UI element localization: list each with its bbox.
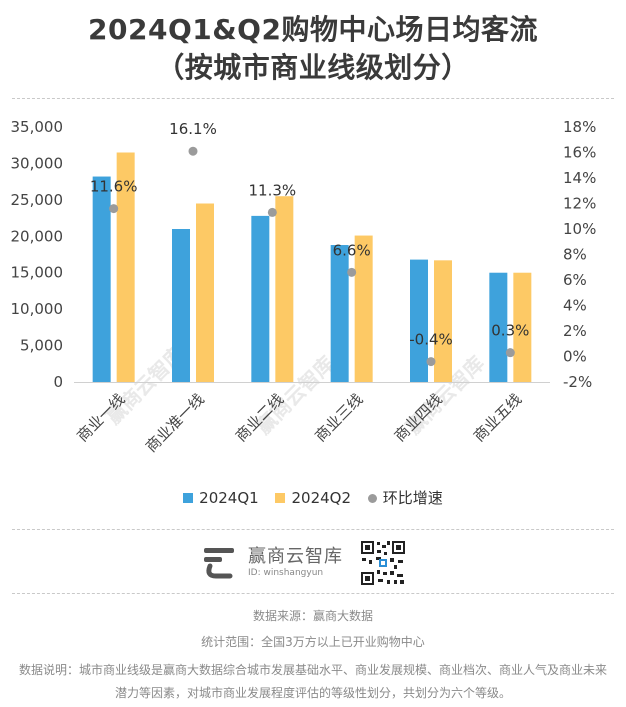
y-left-tick-label: 35,000 [11, 118, 64, 136]
y-left-tick-label: 10,000 [11, 300, 64, 318]
y-right-tick-label: 12% [563, 195, 596, 213]
brand-logo-icon [204, 548, 234, 579]
growth-data-label-1: 16.1% [169, 120, 217, 138]
growth-data-label-2: 11.3% [249, 181, 297, 199]
y-right-tick-label: 14% [563, 169, 596, 187]
bottom-divider [12, 593, 614, 594]
y-left-tick-label: 30,000 [11, 154, 64, 172]
bar-2024Q2-3 [354, 235, 373, 382]
bar-2024Q2-5 [513, 272, 532, 382]
footer-scope: 统计范围：全国3万方以上已开业购物中心 [201, 635, 425, 649]
legend-swatch-q1 [183, 493, 194, 503]
bar-2024Q1-3 [330, 245, 349, 382]
bar-2024Q1-0 [92, 176, 111, 382]
x-tick-label-1: 商业准一线 [142, 390, 208, 456]
legend: 2024Q1 2024Q2 环比增速 [0, 487, 626, 508]
legend-label-q2: 2024Q2 [291, 489, 352, 507]
x-tick-label-5: 商业五线 [470, 390, 525, 445]
qr-code-icon [360, 540, 406, 586]
y-left-tick-label: 0 [53, 373, 63, 391]
y-right-tick-label: 8% [563, 246, 587, 264]
bar-2024Q2-1 [196, 203, 214, 382]
growth-point-3 [347, 267, 357, 277]
chart-subtitle: （按城市商业线级划分） [156, 51, 470, 84]
top-divider [12, 98, 614, 99]
middle-divider [12, 529, 614, 530]
growth-point-5 [505, 348, 515, 358]
growth-point-2 [267, 207, 277, 217]
y-right-tick-label: 18% [563, 118, 596, 136]
legend-dot-growth [367, 494, 377, 503]
legend-item-growth: 环比增速 [367, 487, 443, 508]
legend-label-q1: 2024Q1 [199, 489, 259, 507]
x-tick-label-3: 商业三线 [311, 390, 366, 445]
y-right-tick-label: 4% [563, 297, 587, 315]
brand-id: ID: winshangyun [248, 568, 324, 578]
bar-2024Q1-2 [251, 215, 270, 382]
brand-block: 赢商云智库 ID: winshangyun [200, 540, 440, 586]
legend-label-growth: 环比增速 [382, 489, 443, 507]
footer-note: 数据说明：城市商业线级是赢商大数据综合城市发展基础水平、商业发展规模、商业档次、… [18, 663, 607, 700]
growth-point-4 [426, 357, 436, 367]
footer-source: 数据来源：赢商大数据 [252, 609, 373, 623]
bar-2024Q2-4 [434, 260, 452, 382]
growth-data-label-5: 0.3% [491, 322, 529, 340]
y-left-tick-label: 20,000 [11, 227, 64, 245]
brand-name: 赢商云智库 [248, 546, 343, 567]
legend-swatch-q2 [275, 493, 286, 503]
bar-2024Q1-5 [489, 272, 508, 382]
bar-2024Q2-2 [275, 196, 294, 382]
bar-line-chart: 赢商云智库 赢商云智库 赢商云智库05,00010,00015,00020,0002… [11, 118, 597, 456]
y-left-tick-label: 15,000 [11, 264, 64, 282]
y-left-tick-label: 5,000 [20, 337, 63, 355]
y-right-tick-label: 6% [563, 271, 587, 289]
y-left-tick-label: 25,000 [11, 191, 64, 209]
bar-2024Q1-4 [410, 259, 428, 382]
legend-item-q1: 2024Q1 [183, 489, 259, 507]
chart-title: 2024Q1&Q2购物中心场日均客流 [88, 13, 538, 46]
y-right-tick-label: 10% [563, 220, 596, 238]
growth-point-1 [188, 146, 198, 156]
growth-data-label-4: -0.4% [409, 331, 453, 349]
bar-2024Q1-1 [172, 229, 190, 382]
growth-data-label-0: 11.6% [90, 178, 138, 196]
bar-2024Q2-0 [116, 152, 135, 382]
growth-data-label-3: 6.6% [333, 241, 371, 259]
legend-item-q2: 2024Q2 [275, 489, 351, 507]
growth-point-0 [109, 204, 119, 214]
y-right-tick-label: 2% [563, 322, 587, 340]
y-right-tick-label: 16% [563, 144, 596, 162]
y-right-tick-label: -2% [563, 373, 592, 391]
y-right-tick-label: 0% [563, 348, 587, 366]
